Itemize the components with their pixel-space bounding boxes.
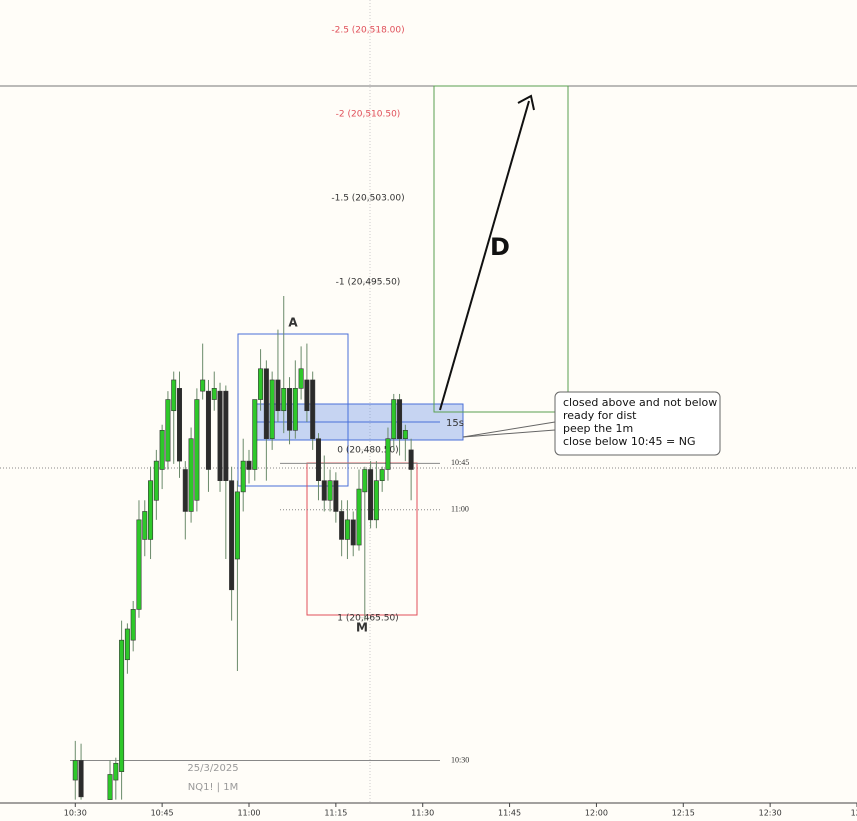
- candle-body: [182, 469, 188, 512]
- candle-body: [315, 438, 321, 481]
- candle-body: [194, 399, 200, 501]
- fib-label: -1.5 (20,503.00): [331, 194, 404, 204]
- candle-body: [130, 609, 136, 641]
- candle-body: [287, 388, 293, 431]
- candle-body: [350, 519, 356, 546]
- candle-body: [153, 460, 159, 501]
- candle-body: [281, 388, 287, 412]
- x-tick-label: 11:30: [411, 809, 434, 818]
- candle-body: [211, 388, 217, 400]
- candle-body: [344, 519, 350, 540]
- candle-body: [368, 469, 374, 521]
- session-label: 10:45: [451, 458, 469, 467]
- label-d: D: [490, 233, 510, 261]
- candle-body: [327, 480, 333, 501]
- candle-body: [269, 379, 275, 440]
- candle-body: [402, 430, 408, 440]
- x-tick-label: 11:45: [498, 809, 521, 818]
- fib-label: -2 (20,510.50): [336, 110, 401, 120]
- candle-body: [119, 639, 125, 772]
- candle-body: [217, 390, 223, 481]
- candle-body: [229, 480, 235, 591]
- candle-body: [148, 480, 154, 540]
- candle-body: [258, 368, 264, 400]
- x-tick-label: 12:: [851, 809, 857, 818]
- x-tick-label: 10:45: [151, 809, 174, 818]
- candle-body: [385, 438, 391, 470]
- arrow-line: [439, 100, 530, 411]
- label-a: A: [288, 316, 298, 330]
- fib-label: 1 (20,465.50): [337, 613, 398, 623]
- candle-body: [298, 368, 304, 389]
- label-m: M: [356, 621, 368, 635]
- session-label: 10:30: [451, 755, 469, 764]
- candle-body: [321, 480, 327, 501]
- x-tick-label: 12:00: [585, 809, 608, 818]
- note-line: closed above and not below: [563, 396, 717, 409]
- target-box: [433, 85, 569, 413]
- note-line: peep the 1m: [563, 422, 633, 435]
- candle-body: [408, 449, 414, 470]
- fib-label: -2.5 (20,518.00): [331, 26, 404, 36]
- note-line: close below 10:45 = NG: [563, 435, 696, 448]
- arrow-head: [517, 94, 535, 111]
- candle-body: [397, 399, 403, 440]
- candle-body: [142, 511, 148, 540]
- timeframe-label: 15s: [446, 418, 464, 429]
- callout-box: [554, 391, 721, 456]
- candle-body: [373, 480, 379, 521]
- x-tick-label: 11:15: [324, 809, 347, 818]
- candle-body: [246, 460, 252, 470]
- candle-body: [124, 628, 130, 661]
- candle-body: [177, 388, 183, 462]
- candle-body: [72, 760, 78, 781]
- candle-body: [136, 519, 142, 610]
- fib-label: -1 (20,495.50): [336, 278, 401, 288]
- x-tick-label: 11:00: [237, 809, 260, 818]
- candle-body: [113, 762, 119, 781]
- watermark: 25/3/2025: [187, 763, 238, 774]
- candle-body: [159, 430, 165, 470]
- candle-body: [339, 511, 345, 540]
- candle-body: [263, 368, 269, 440]
- candle-body: [391, 399, 397, 440]
- candle-body: [200, 379, 206, 392]
- candle-body: [171, 379, 177, 412]
- note-line: ready for dist: [563, 409, 637, 422]
- candle-body: [275, 379, 281, 412]
- candle-body: [356, 488, 362, 546]
- candle-body: [78, 760, 84, 798]
- fib-label: 0 (20,480.50): [337, 445, 398, 455]
- x-tick-label: 12:15: [672, 809, 695, 818]
- candle-body: [310, 379, 316, 440]
- candle-body: [362, 469, 368, 493]
- candle-body: [292, 388, 298, 431]
- candle-body: [333, 480, 339, 512]
- callout-connector: [462, 429, 556, 438]
- candle-body: [252, 399, 258, 470]
- x-tick-label: 10:30: [64, 809, 87, 818]
- watermark: NQ1! | 1M: [188, 782, 238, 793]
- candle-body: [240, 460, 246, 493]
- callout-connector: [462, 421, 556, 438]
- range-box-a: [237, 333, 349, 487]
- candle-body: [304, 379, 310, 412]
- candle-body: [223, 390, 229, 481]
- candle-body: [234, 491, 240, 560]
- session-label: 11:00: [451, 505, 469, 514]
- candle-body: [379, 469, 385, 481]
- x-tick-label: 12:30: [759, 809, 782, 818]
- candle-body: [205, 390, 211, 470]
- candle-body: [107, 774, 113, 800]
- candle-body: [165, 399, 171, 462]
- candle-body: [188, 438, 194, 512]
